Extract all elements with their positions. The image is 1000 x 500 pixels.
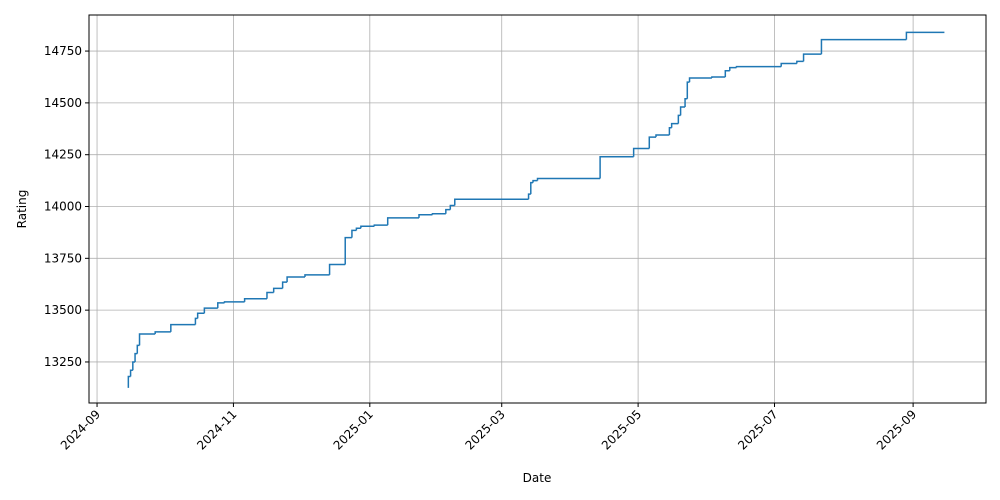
y-axis-label: Rating [15, 190, 29, 229]
step-segment [132, 361, 136, 371]
step-segment [527, 193, 531, 200]
step-segment [129, 369, 133, 377]
step-segment [780, 62, 797, 67]
step-segment [677, 114, 681, 124]
step-segment [454, 198, 529, 206]
step-segment [344, 236, 352, 265]
y-tick-label: 14250 [44, 148, 82, 162]
step-segment [286, 276, 305, 283]
step-segment [196, 312, 205, 319]
step-segment [194, 317, 198, 325]
step-segment [127, 375, 131, 388]
y-tick-label: 14750 [44, 44, 82, 58]
step-segment [532, 179, 538, 183]
step-segment [599, 156, 634, 179]
step-segment [449, 204, 455, 210]
step-segment [670, 122, 679, 128]
step-segment [360, 225, 375, 229]
step-segment [668, 127, 672, 136]
plot-frame [88, 14, 987, 404]
step-segment [729, 66, 737, 71]
x-tick-label: 2025-07 [735, 407, 780, 452]
step-segment [711, 76, 726, 79]
step-segment [304, 274, 330, 277]
step-segment [272, 287, 283, 293]
step-segment [445, 208, 451, 214]
step-segment [138, 333, 156, 346]
y-tick-label: 14000 [44, 200, 82, 214]
x-tick-label: 2025-01 [331, 407, 376, 452]
x-tick-label: 2025-05 [599, 407, 644, 452]
x-tick-label: 2025-09 [874, 407, 919, 452]
step-segment [655, 134, 670, 138]
step-segment [328, 263, 346, 275]
step-segment [530, 181, 534, 195]
step-segment [802, 53, 822, 62]
step-segment [431, 213, 446, 215]
step-segment [154, 331, 171, 334]
y-tick-label: 13500 [44, 303, 82, 317]
y-tick-label: 14500 [44, 96, 82, 110]
step-segment [281, 281, 288, 289]
step-segment [223, 301, 245, 303]
step-segment [170, 323, 196, 332]
step-segment [632, 147, 650, 157]
step-segment [386, 217, 420, 226]
step-segment [351, 229, 357, 238]
step-segment [418, 214, 433, 218]
x-tick-label: 2024-09 [58, 407, 103, 452]
x-axis-label: Date [523, 471, 552, 485]
step-segment [688, 77, 712, 83]
step-segment [648, 136, 656, 149]
step-segment [679, 106, 686, 116]
step-segment [735, 65, 782, 68]
y-tick-label: 13250 [44, 355, 82, 369]
step-segment [203, 307, 218, 314]
step-segment [724, 70, 730, 77]
step-segment [686, 81, 690, 99]
step-segment [905, 31, 945, 40]
step-segment [796, 60, 804, 64]
step-segment [134, 352, 138, 362]
step-segment [243, 297, 267, 302]
y-tick-label: 13750 [44, 251, 82, 265]
x-tick-label: 2024-11 [194, 407, 239, 452]
step-segment [536, 177, 601, 181]
step-segment [355, 227, 361, 231]
step-segment [136, 344, 140, 354]
step-segment [217, 302, 225, 309]
step-segment [820, 38, 907, 55]
x-tick-label: 2025-03 [462, 407, 507, 452]
step-segment [373, 224, 388, 227]
step-segment [266, 291, 274, 299]
